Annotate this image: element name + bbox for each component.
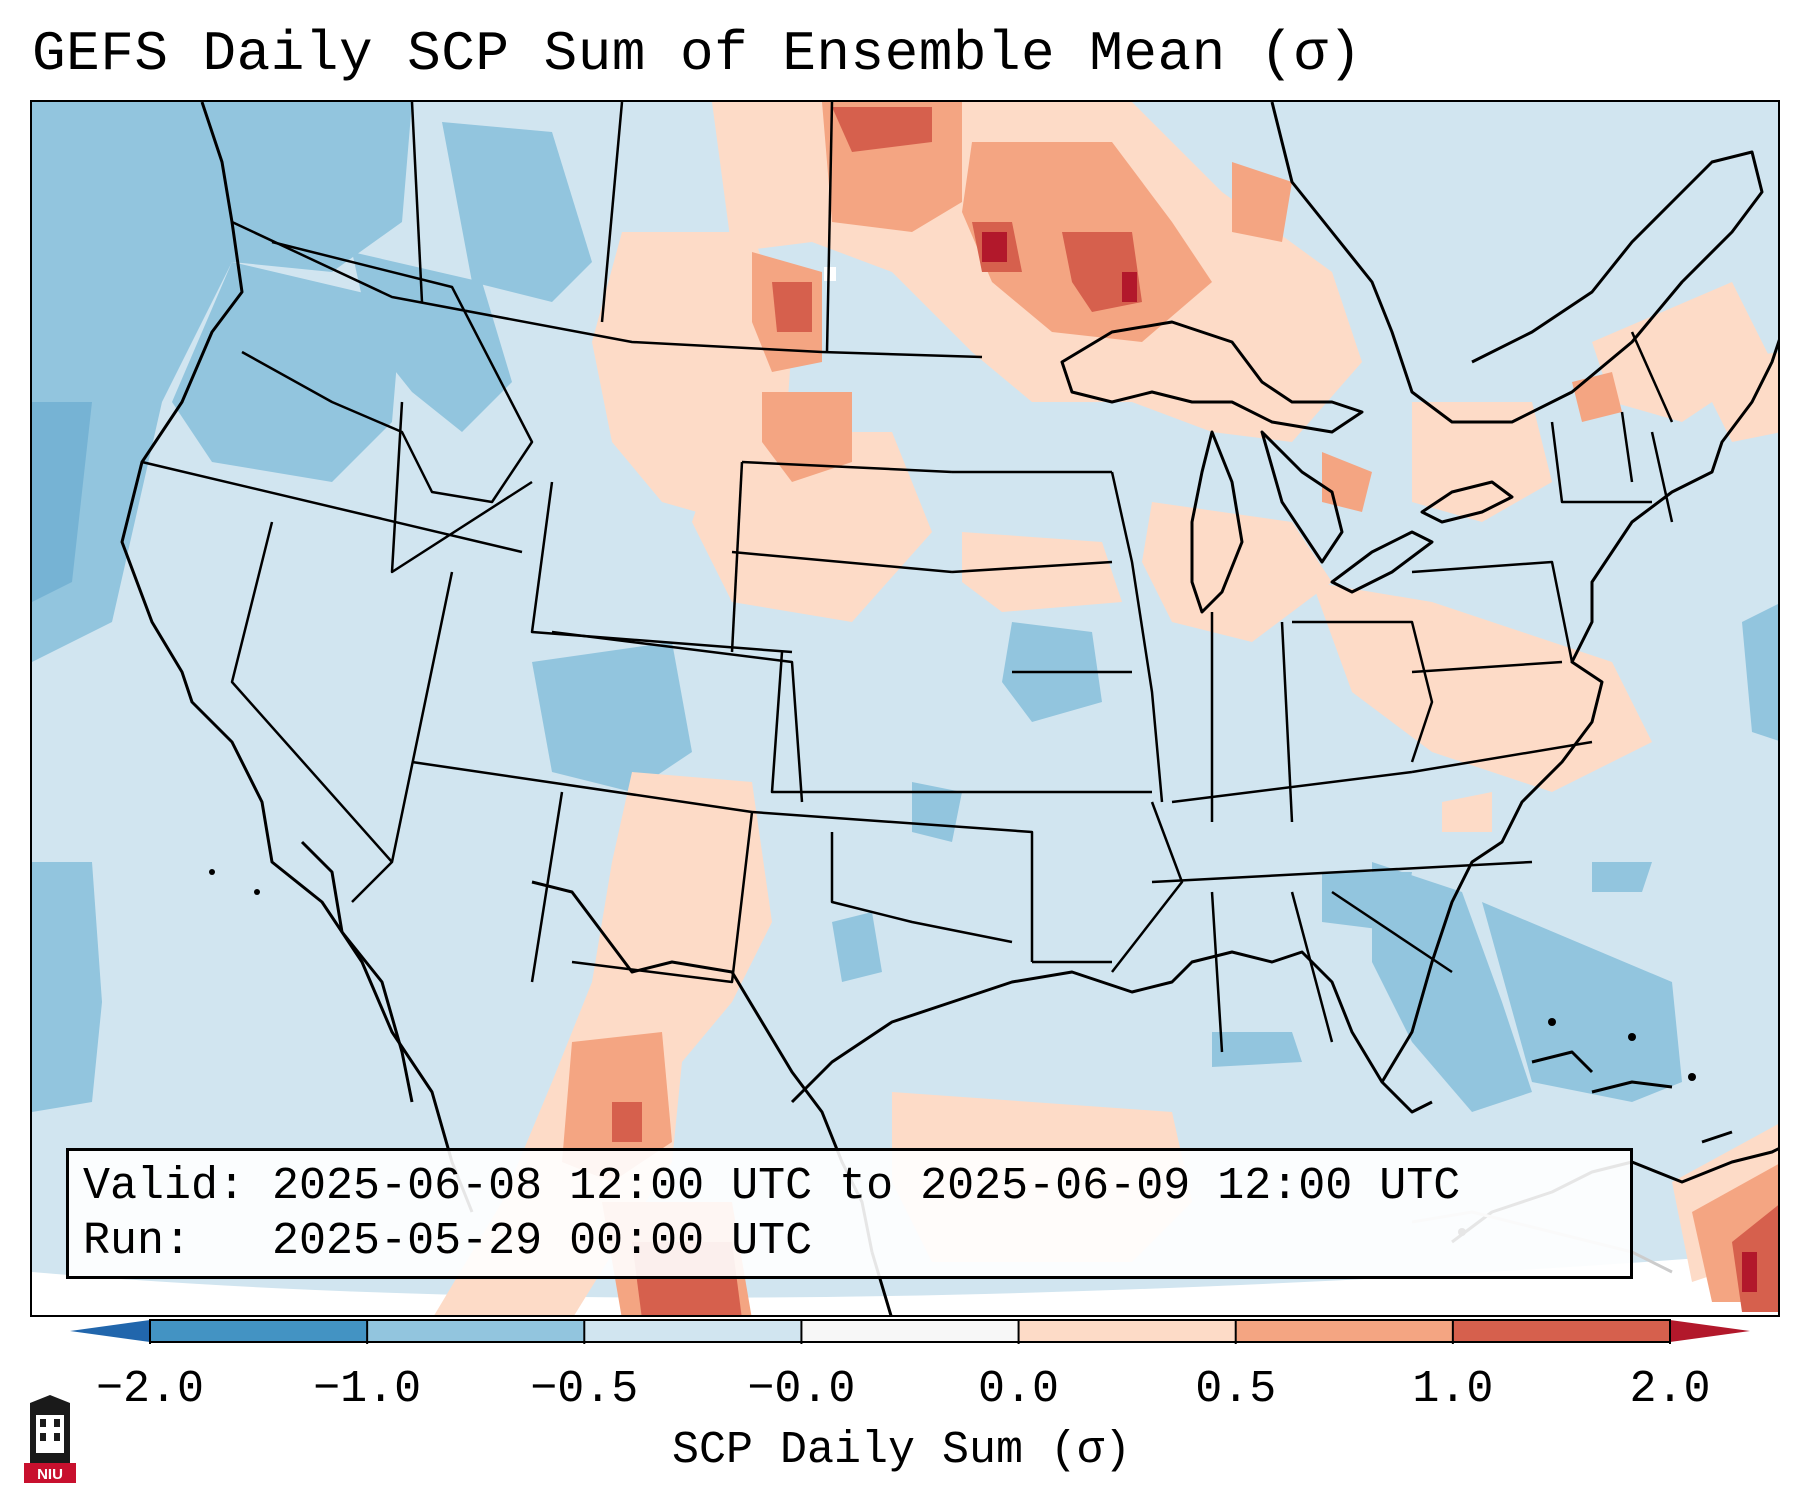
colorbar-tick-label: 0.5	[1195, 1364, 1277, 1415]
colorbar-tick-label: −1.0	[313, 1364, 422, 1415]
strong-negative-areas	[32, 402, 92, 602]
valid-label: Valid:	[83, 1161, 246, 1212]
colorbar-under-triangle	[70, 1320, 150, 1342]
colorbar-tick-label: −0.5	[530, 1364, 639, 1415]
colorbar-over-triangle	[1670, 1320, 1750, 1342]
colorbar-tick-label: 2.0	[1629, 1364, 1711, 1415]
negative-anomaly-areas	[32, 102, 1778, 1112]
run-label: Run:	[83, 1216, 192, 1267]
colorbar-tick-label: 1.0	[1412, 1364, 1494, 1415]
run-time: 2025-05-29 00:00 UTC	[272, 1216, 813, 1267]
colorbar-bins	[150, 1320, 1671, 1342]
colorbar-tick-label: −2.0	[95, 1364, 205, 1415]
colorbar-bin	[1018, 1320, 1237, 1342]
colorbar-bin	[801, 1320, 1020, 1342]
colorbar-tick-label: −0.0	[747, 1364, 856, 1415]
colorbar-bin	[1452, 1320, 1671, 1342]
colorbar-tick-label: 0.0	[978, 1364, 1060, 1415]
map-canvas	[32, 102, 1778, 1315]
niu-logo: NIU	[24, 1395, 76, 1483]
logo-text: NIU	[37, 1466, 63, 1483]
colorbar-label: SCP Daily Sum (σ)	[671, 1425, 1132, 1476]
valid-time-range: 2025-06-08 12:00 UTC to 2025-06-09 12:00…	[272, 1161, 1461, 1212]
colorbar-bin	[584, 1320, 802, 1342]
state-borders	[141, 102, 1674, 1053]
great-lakes	[1060, 320, 1514, 614]
white-pixel	[824, 267, 836, 281]
map-title: GEFS Daily SCP Sum of Ensemble Mean (σ)	[32, 22, 1363, 86]
valid-run-info-box: Valid: 2025-06-08 12:00 UTC to 2025-06-0…	[66, 1148, 1633, 1279]
colorbar-bin	[367, 1320, 585, 1342]
colorbar-bin	[1235, 1320, 1454, 1342]
colorbar-tick-marks	[149, 1320, 1671, 1344]
extreme-positive-areas	[982, 232, 1757, 1292]
colorbar	[70, 1319, 1750, 1344]
colorbar-bin	[150, 1320, 368, 1342]
map-panel[interactable]	[30, 100, 1780, 1317]
